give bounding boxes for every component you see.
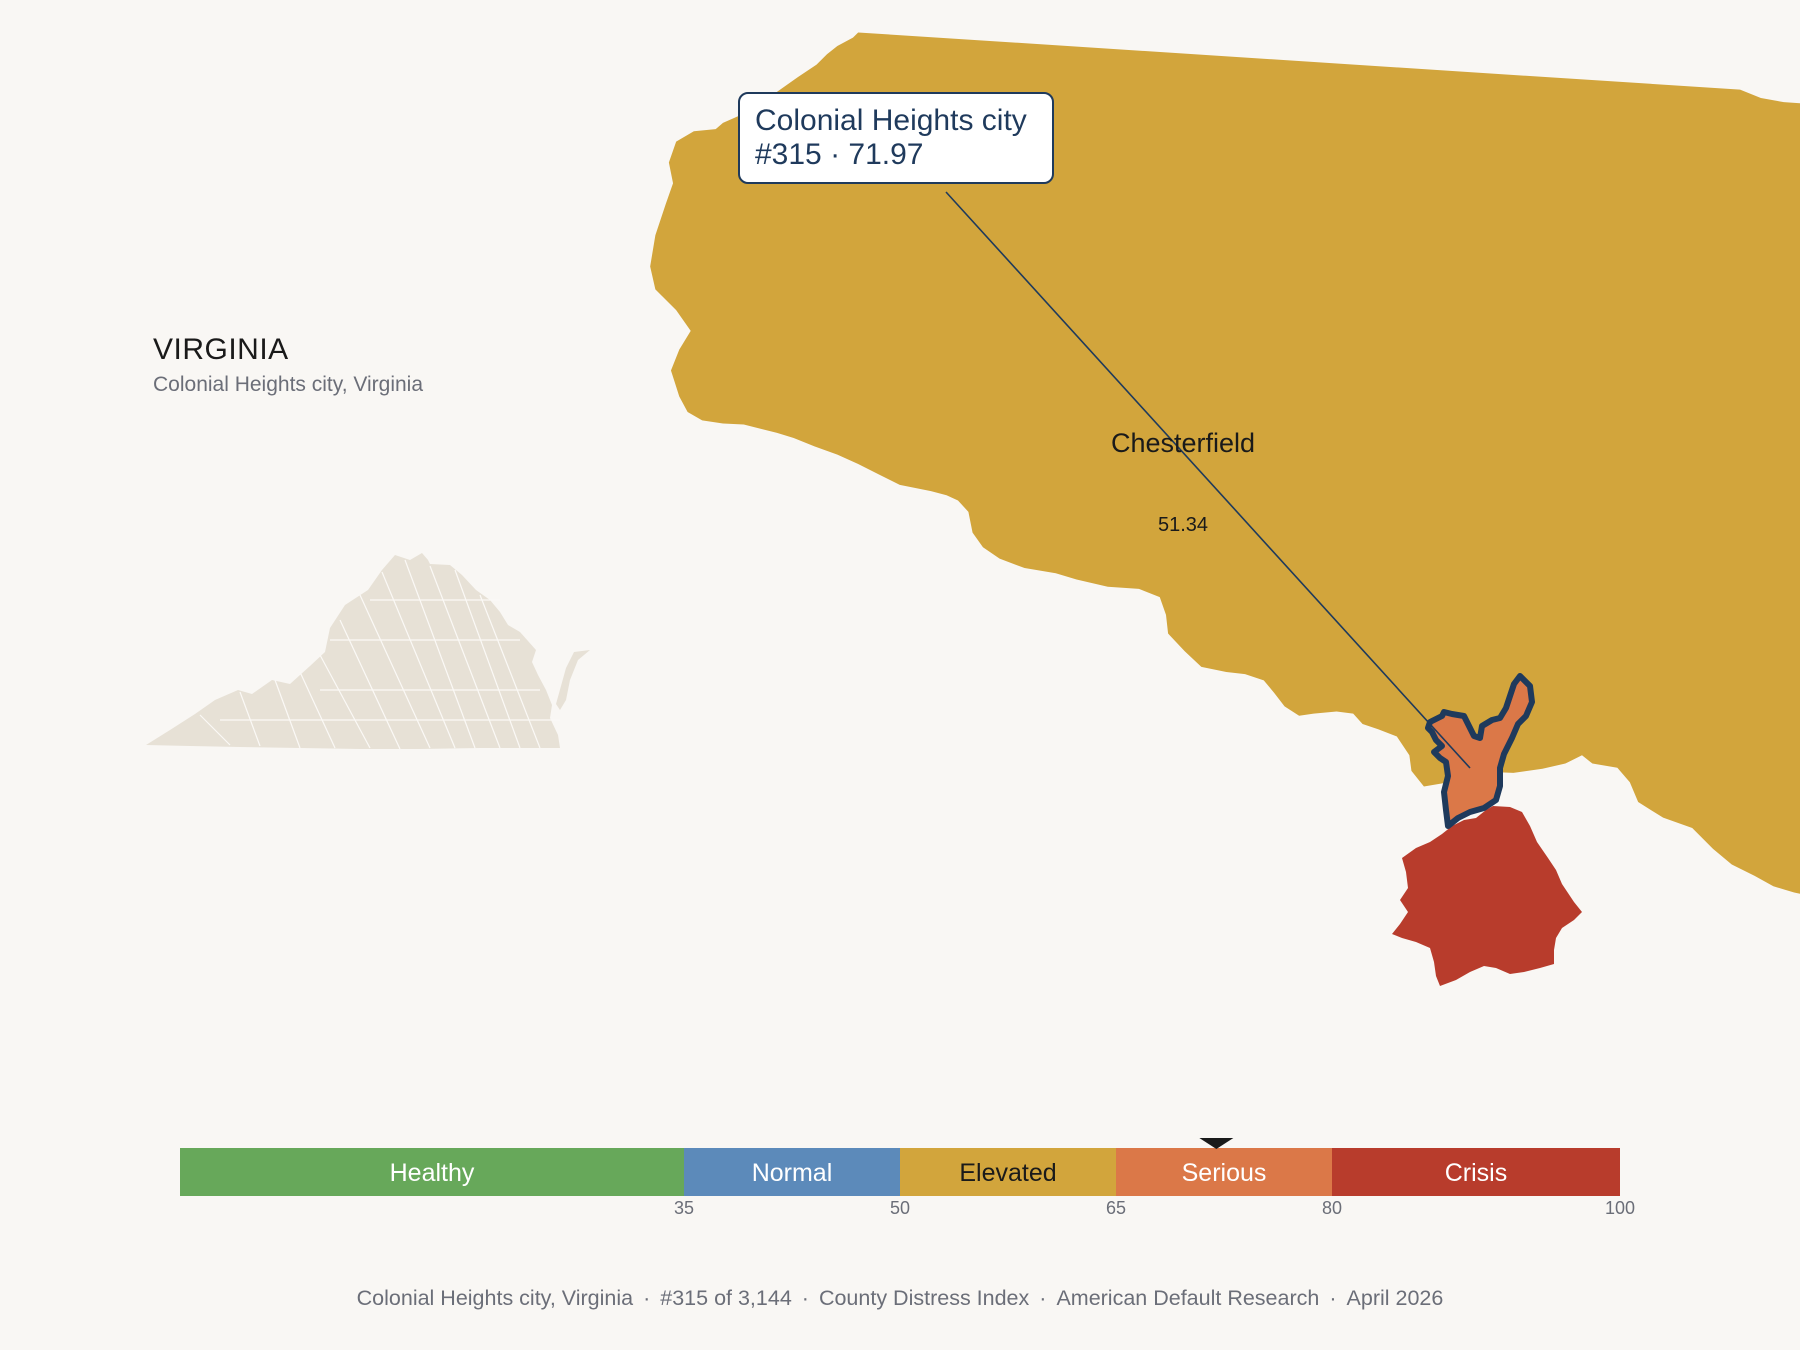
footer-place: Colonial Heights city, Virginia [356,1286,634,1310]
callout-leader-line [945,191,1471,769]
selected-county-callout: Colonial Heights city #315 · 71.97 [738,92,1054,184]
legend-tick-35: 35 [674,1198,694,1218]
legend-tick-50: 50 [890,1198,910,1218]
legend-segment-crisis [1332,1148,1620,1196]
footer-rank: #315 of 3,144 [660,1286,792,1310]
footer-source: American Default Research [1056,1286,1320,1310]
legend-tick-80: 80 [1322,1198,1342,1218]
legend-label-normal: Normal [752,1159,833,1187]
legend-label-healthy: Healthy [390,1159,475,1187]
footer-date: April 2026 [1346,1286,1444,1310]
legend-segment-serious [1116,1148,1332,1196]
distress-legend: Healthy Normal Elevated Serious Crisis 35 50 65… [180,1138,1635,1218]
callout-county-name: Colonial Heights city [755,104,1027,137]
legend-segment-elevated [900,1148,1116,1196]
footer-index: County Distress Index [818,1286,1030,1310]
colonial-heights-city[interactable] [1425,673,1535,829]
callout-rank-value: #315 · 71.97 [755,138,924,171]
legend-label-elevated: Elevated [959,1159,1056,1187]
legend-segment-normal [684,1148,900,1196]
chesterfield-county [650,32,1800,894]
footer-caption: Colonial Heights city, Virginia · #315 of … [356,1286,1444,1310]
county-map [650,32,1800,986]
legend-label-crisis: Crisis [1445,1159,1508,1187]
legend-segment-healthy [180,1148,684,1196]
south-county [1392,806,1582,986]
virginia-eastern-shore [556,650,590,710]
state-subtitle: Colonial Heights city, Virginia [153,373,424,396]
legend-value-marker [1199,1138,1234,1149]
neighbor-county-label: Chesterfield [1111,428,1255,458]
legend-label-serious: Serious [1182,1159,1267,1187]
state-title: VIRGINIA [153,333,289,366]
state-locator-map [146,553,590,750]
legend-tick-100: 100 [1605,1198,1635,1218]
legend-tick-65: 65 [1106,1198,1126,1218]
neighbor-county-value: 51.34 [1158,514,1208,536]
